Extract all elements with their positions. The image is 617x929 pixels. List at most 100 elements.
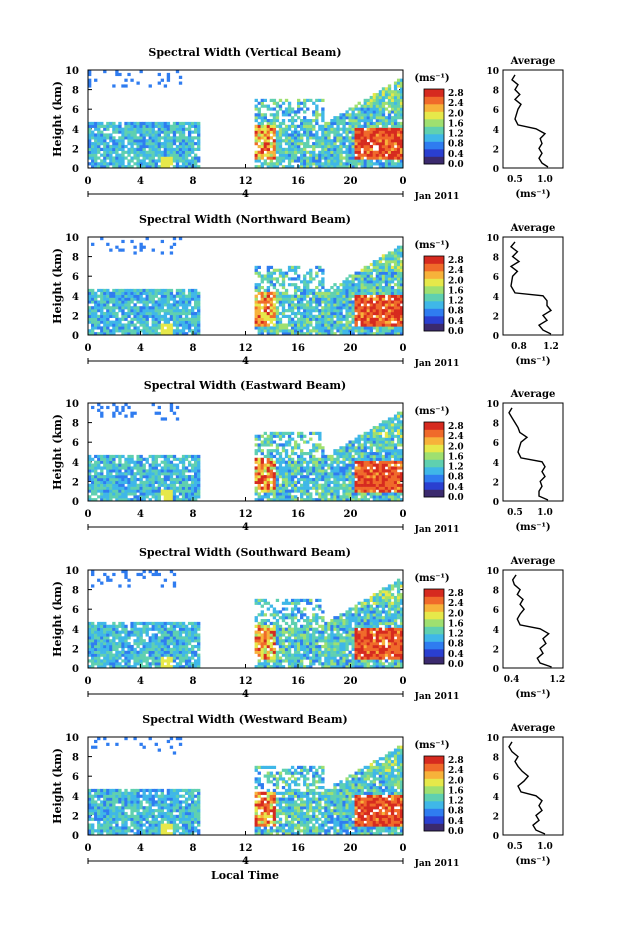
heatmap-cell [112,656,116,660]
heatmap-cell [106,457,110,461]
colorbar-tick-label: 2.0 [448,109,464,119]
heatmap-cell [384,437,389,441]
heatmap-cell [399,498,404,502]
heatmap-cell [166,144,171,149]
heatmap-cell [336,466,340,470]
heatmap-cell [121,463,125,467]
heatmap-cell [381,480,386,484]
heatmap-cell [269,486,274,490]
heatmap-cell [91,317,95,321]
heatmap-cell [390,477,395,482]
heatmap-cell [278,303,283,307]
heatmap-cell [315,492,319,496]
heatmap-cell [124,480,128,484]
heatmap-cell [172,492,177,496]
heatmap-cell [106,121,110,126]
heatmap-cell [194,466,198,470]
heatmap-cell [254,113,258,117]
heatmap-cell [399,288,404,293]
heatmap-cell [287,303,292,307]
heatmap-cell [396,492,401,496]
heatmap-cell [187,159,192,163]
heatmap-cell [94,463,98,467]
heatmap-cell [181,124,186,128]
heatmap-cell [133,498,137,502]
heatmap-cell [309,268,313,272]
heatmap-cell [366,498,370,502]
heatmap-cell [333,472,337,476]
heatmap-cell [151,495,155,499]
heatmap-cell [194,480,198,484]
heatmap-cell [94,492,98,496]
heatmap-cell [154,454,158,459]
colorbar-tick-label: 0.0 [448,493,464,503]
heatmap-cell [372,130,377,134]
heatmap-cell [296,434,301,438]
heatmap-cell [187,291,192,295]
heatmap-cell [94,624,98,628]
heatmap-cell [381,271,386,275]
heatmap-cell [269,280,274,284]
heatmap-cell [378,431,383,435]
heatmap-cell [399,454,404,459]
heatmap-cell [145,156,149,160]
heatmap-cell [175,323,180,327]
heatmap-cell [309,159,313,163]
heatmap-cell [275,323,280,327]
heatmap-cell [312,291,316,295]
heatmap-cell [293,159,298,163]
heatmap-cell [257,156,261,160]
heatmap-cell [124,624,128,628]
heatmap-cell [133,139,137,143]
heatmap-cell [321,323,325,327]
heatmap-cell [393,475,398,479]
heatmap-cell [263,116,267,120]
heatmap-cell [369,472,374,476]
heatmap-cell [269,309,274,313]
heatmap-cell [369,489,374,493]
heatmap-cell [178,291,183,295]
heatmap-cell [300,326,304,330]
heatmap-cell [363,498,367,502]
heatmap-cell [124,570,128,574]
heatmap-cell [381,297,386,301]
heatmap-cell [88,142,92,146]
heatmap-cell [106,454,110,459]
heatmap-cell [387,483,392,487]
heatmap-cell [300,297,304,301]
heatmap-cell [97,150,101,154]
heatmap-cell [284,309,289,313]
heatmap-cell [357,472,361,476]
heatmap-cell [266,317,271,321]
heatmap-cell [339,332,343,336]
heatmap-cell [369,124,374,128]
heatmap-cell [372,317,377,321]
average-x-tick-label: 0.5 [507,175,523,185]
heatmap-cell [393,426,398,430]
heatmap-cell [178,460,183,464]
heatmap-cell [333,311,337,316]
heatmap-cell [118,492,122,496]
heatmap-cell [366,283,370,287]
heatmap-cell [184,454,189,459]
heatmap-cell [387,434,392,438]
heatmap-cell [184,136,189,140]
heatmap-cell [381,280,386,284]
heatmap-cell [103,294,107,298]
heatmap-cell [91,584,95,588]
heatmap-cell [254,460,258,464]
heatmap-cell [145,142,149,146]
heatmap-cell [103,665,107,669]
heatmap-cell [333,162,337,166]
heatmap-cell [378,466,383,470]
heatmap-cell [306,286,310,290]
heatmap-cell [348,127,352,131]
heatmap-cell [103,644,107,649]
heatmap-cell [296,159,301,163]
average-y-tick-label: 0 [493,498,499,508]
heatmap-cell [354,486,358,490]
heatmap-cell [115,477,119,482]
heatmap-cell [330,463,334,467]
heatmap-cell [260,475,264,479]
heatmap-cell [318,460,322,464]
